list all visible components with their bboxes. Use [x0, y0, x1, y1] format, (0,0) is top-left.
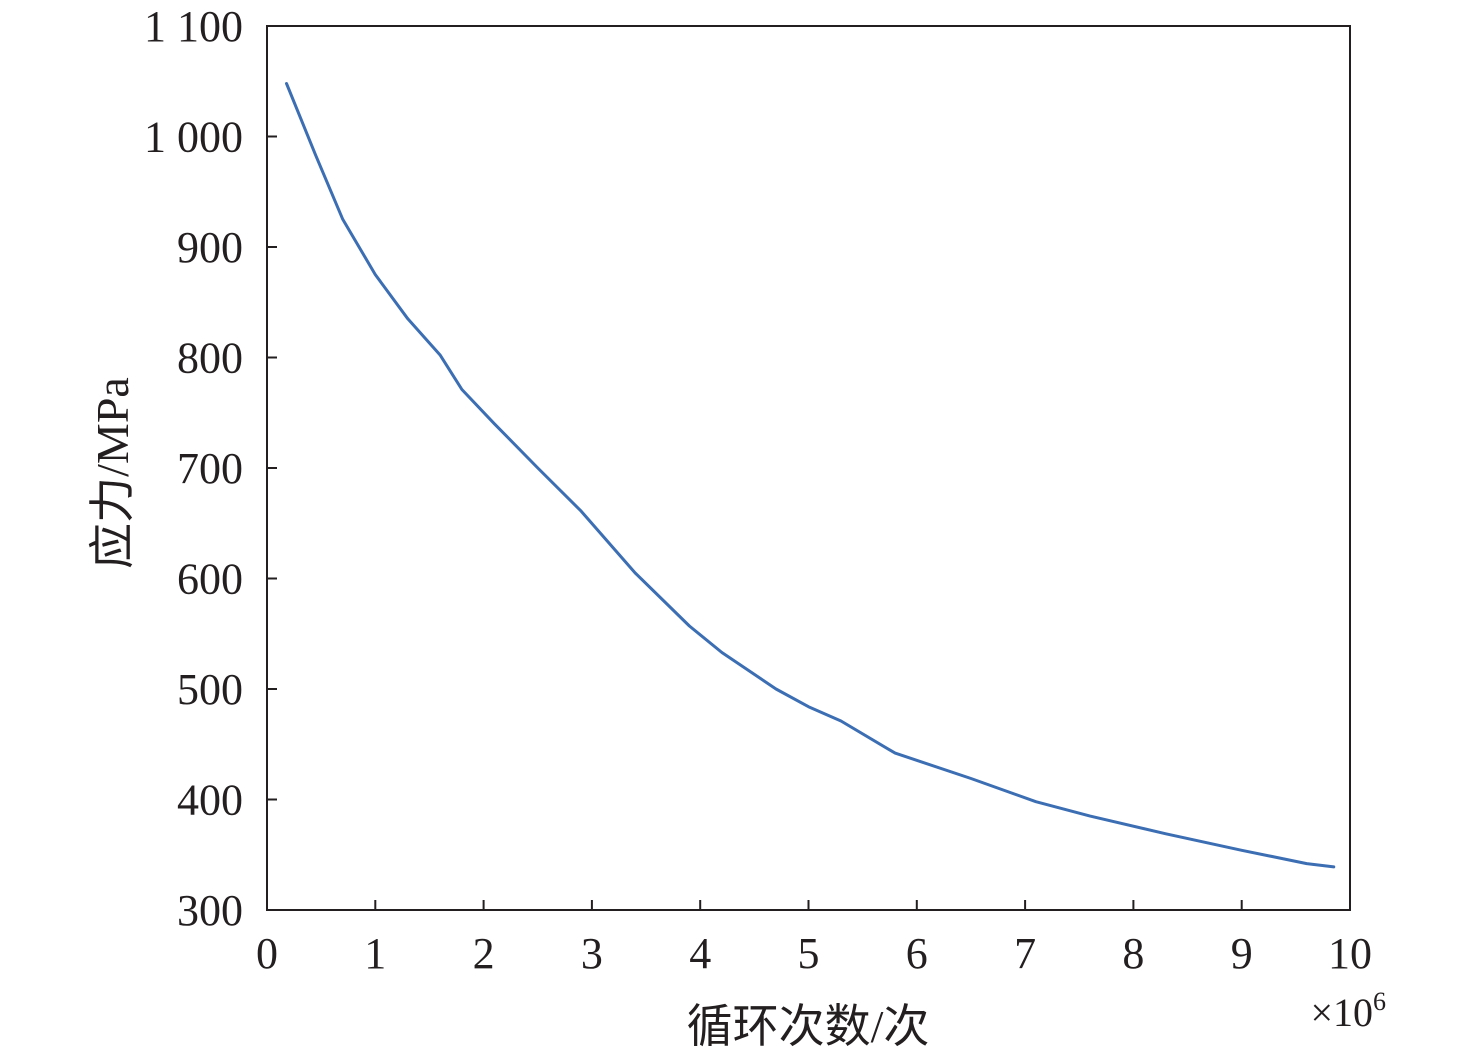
- x-axis-multiplier-exponent: 6: [1373, 987, 1386, 1016]
- x-tick-label: 4: [689, 929, 711, 978]
- x-tick-label: 9: [1231, 929, 1253, 978]
- y-tick-label: 600: [177, 555, 243, 604]
- series-layer: [285, 82, 1336, 869]
- x-tick-label: 7: [1014, 929, 1036, 978]
- plot-frame: [266, 25, 1351, 911]
- x-axis-multiplier: ×106: [1310, 987, 1386, 1035]
- x-tick-label: 8: [1122, 929, 1144, 978]
- y-tick-label: 800: [177, 334, 243, 383]
- x-tick-label: 10: [1328, 929, 1372, 978]
- y-tick-label: 500: [177, 665, 243, 714]
- series-line: [285, 82, 1336, 869]
- y-tick-label: 1 000: [144, 113, 243, 162]
- y-axis-ticks: 300 400 500 600 700 800 900 1 000 1 100: [144, 2, 277, 935]
- x-axis-ticks: 0 1 2 3 4 5 6 7 8 9 10: [256, 900, 1372, 978]
- y-tick-label: 900: [177, 223, 243, 272]
- x-tick-label: 5: [798, 929, 820, 978]
- x-axis-multiplier-base: ×10: [1310, 990, 1373, 1035]
- x-tick-label: 2: [473, 929, 495, 978]
- x-tick-label: 6: [906, 929, 928, 978]
- x-tick-label: 0: [256, 929, 278, 978]
- y-tick-label: 700: [177, 444, 243, 493]
- x-tick-label: 1: [364, 929, 386, 978]
- y-tick-label: 1 100: [144, 2, 243, 51]
- y-tick-label: 300: [177, 886, 243, 935]
- x-axis-title: 循环次数/次: [687, 1001, 930, 1052]
- y-tick-label: 400: [177, 776, 243, 825]
- y-axis-title: 应力/MPa: [87, 377, 138, 569]
- x-tick-label: 3: [581, 929, 603, 978]
